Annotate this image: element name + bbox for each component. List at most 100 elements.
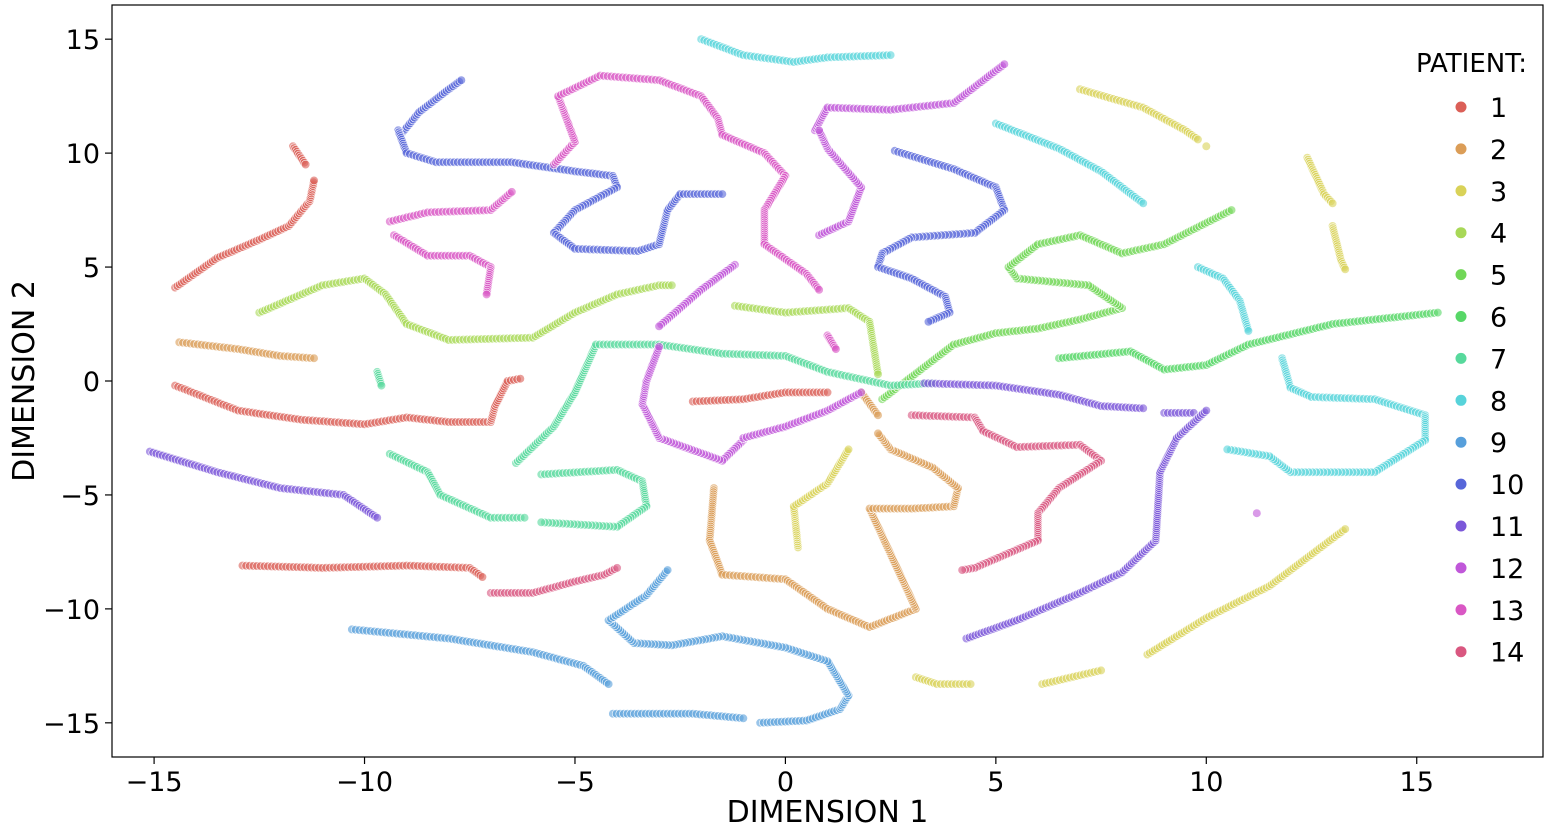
data-point [822,387,833,398]
legend-marker [1455,227,1467,239]
data-point [603,679,614,689]
legend-label: 11 [1490,512,1524,543]
series-3-points [789,84,1350,689]
data-point [843,444,854,455]
data-point [873,428,883,439]
legend-marker [1455,520,1467,532]
legend-item: 11 [1455,512,1524,543]
data-point [1340,524,1350,534]
data-point [1201,141,1211,151]
data-point [456,75,466,85]
series-1-points [170,141,833,582]
data-point [654,342,664,352]
y-axis: −15 −10 −5 0 5 10 15 [43,25,112,740]
data-point [831,344,841,354]
data-point [965,679,976,689]
data-point [856,387,866,398]
legend-label: 3 [1490,177,1507,208]
data-point [1327,198,1338,208]
x-axis-title: DIMENSION 1 [727,795,929,828]
legend-marker [1455,436,1467,448]
data-point [1340,264,1350,274]
legend-marker [1455,562,1467,574]
legend-item: 5 [1455,261,1507,292]
data-point [1252,508,1262,518]
data-point [309,353,319,363]
legend-label: 1 [1490,93,1507,124]
data-point [999,59,1009,69]
y-tick-label: −5 [60,481,100,512]
legend-label: 9 [1490,428,1507,459]
y-tick-label: 15 [66,25,100,56]
legend-marker [1455,101,1467,113]
series-9-points [347,565,854,728]
series-5-points [877,205,1237,404]
legend-label: 12 [1490,554,1524,585]
x-axis: −15 −10 −5 0 5 10 15 [126,757,1434,798]
legend-item: 10 [1455,470,1524,501]
legend-item: 4 [1455,219,1507,250]
x-tick-label: 0 [777,767,794,798]
data-point [923,317,934,327]
data-point [873,410,883,420]
legend-item: 2 [1455,135,1507,166]
data-point [873,369,883,379]
data-point [1226,205,1237,215]
data-point [1222,444,1232,455]
legend-label: 7 [1490,344,1507,375]
legend-item: 9 [1455,428,1507,459]
legend-item: 3 [1455,177,1507,208]
series-4-points [254,273,883,379]
legend-marker [1455,352,1467,364]
x-tick-label: 5 [987,767,1004,798]
legend-marker [1455,394,1467,406]
legend-marker [1455,478,1467,490]
x-tick-label: −5 [555,767,595,798]
legend-label: 2 [1490,135,1507,166]
x-tick-label: −10 [336,767,393,798]
legend-item: 14 [1455,638,1524,669]
data-point [1201,406,1211,416]
scatter-points [145,34,1443,728]
data-point [477,572,488,582]
legend-label: 8 [1490,386,1507,417]
data-point [301,159,311,170]
data-point [814,285,824,295]
y-tick-label: 5 [83,253,100,284]
data-point [1243,326,1253,336]
y-axis-title: DIMENSION 2 [7,280,42,482]
legend-marker [1455,646,1467,658]
legend-title: PATIENT: [1416,49,1527,79]
legend-marker [1455,604,1467,616]
x-tick-label: −15 [126,767,183,798]
legend-item: 8 [1455,386,1507,417]
data-point [814,125,824,135]
legend-label: 10 [1490,470,1524,501]
data-point [612,563,622,573]
data-point [515,374,525,384]
series-8-points [696,34,1430,477]
data-point [1096,665,1106,676]
x-tick-label: 10 [1189,767,1223,798]
legend-marker [1455,269,1467,281]
data-point [1193,134,1203,144]
legend-marker [1455,143,1467,155]
legend-label: 14 [1490,638,1524,669]
legend-label: 6 [1490,303,1507,334]
legend-label: 5 [1490,261,1507,292]
legend-marker [1455,185,1467,197]
legend-item: 6 [1455,303,1507,334]
x-tick-label: 15 [1400,767,1434,798]
data-point [309,175,319,186]
data-point [1433,308,1443,318]
y-tick-label: −10 [43,595,100,626]
legend-label: 4 [1490,219,1507,250]
data-point [717,189,727,199]
data-point [654,321,664,331]
legend-item: 13 [1455,596,1524,627]
series-2-points [174,337,963,632]
data-point [536,517,546,527]
data-point [1138,403,1148,413]
